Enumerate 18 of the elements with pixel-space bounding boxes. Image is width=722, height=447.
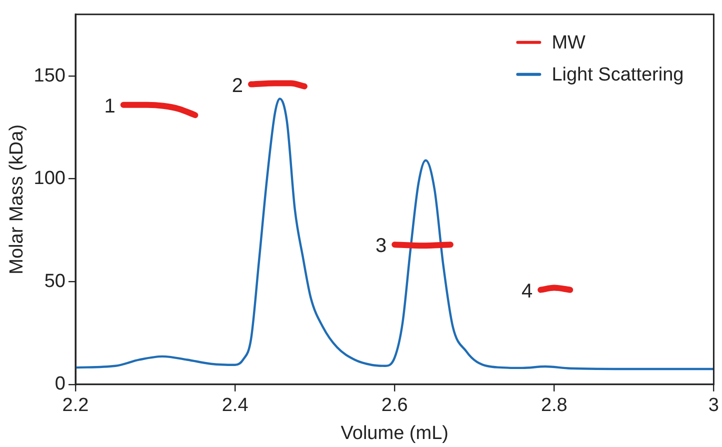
x-tick-label: 2.2 [62, 395, 89, 416]
annotation: 4 [521, 280, 533, 302]
y-tick-label: 100 [34, 168, 66, 190]
legend-label: Light Scattering [552, 64, 684, 86]
legend-label: MW [552, 32, 586, 54]
y-tick-label: 150 [34, 65, 66, 86]
x-tick-label: 2.8 [540, 395, 568, 416]
annotation: 2 [232, 74, 244, 97]
line-series [76, 98, 714, 370]
y-axis-title: Molar Mass (kDa) [6, 124, 28, 274]
x-tick-label: 3 [708, 395, 720, 416]
y-tick-label: 0 [54, 374, 66, 395]
x-tick-label: 2.6 [381, 395, 408, 416]
y-tick-label: 50 [44, 270, 66, 292]
annotation: 3 [375, 235, 387, 258]
x-tick-label: 2.4 [222, 395, 249, 416]
x-axis-title: Volume (mL) [340, 422, 448, 444]
annotation: 1 [104, 95, 116, 118]
